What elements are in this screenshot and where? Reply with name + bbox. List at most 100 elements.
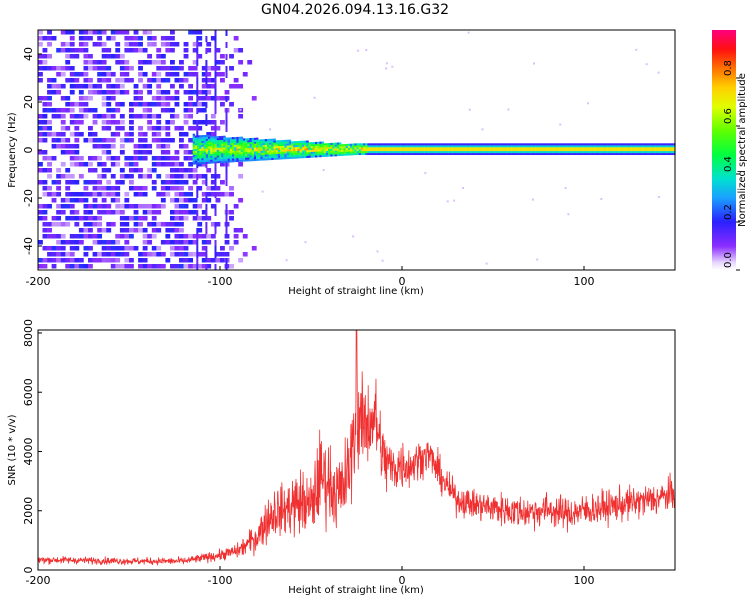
heatmap-cell	[245, 147, 248, 151]
heatmap-cell	[598, 151, 602, 154]
heatmap-cell	[236, 136, 239, 140]
heatmap-cell	[199, 156, 202, 159]
heatmap-cell	[188, 162, 194, 167]
heatmap-cell	[210, 234, 216, 239]
heatmap-cell	[74, 114, 80, 119]
heatmap-cell	[229, 66, 234, 71]
heatmap-cell	[315, 147, 318, 150]
heatmap-cell	[188, 66, 194, 71]
heatmap-cell	[78, 132, 84, 137]
heatmap-cell	[472, 151, 475, 154]
heatmap-cell	[422, 147, 425, 150]
heatmap-cell	[236, 158, 239, 161]
heatmap-cell	[225, 72, 228, 78]
heatmap-cell	[138, 90, 143, 95]
heatmap-cell	[601, 145, 604, 148]
heatmap-cell	[38, 96, 43, 101]
heatmap-cell	[133, 42, 139, 47]
heatmap-cell	[119, 234, 125, 239]
heatmap-cell	[310, 149, 313, 152]
heatmap-cell	[214, 222, 217, 228]
heatmap-cell	[291, 156, 294, 159]
heatmap-cell	[579, 149, 582, 152]
heatmap-cell	[201, 246, 207, 251]
heatmap-cell	[192, 264, 198, 269]
heatmap-cell	[83, 84, 89, 89]
heatmap-cell	[502, 145, 506, 148]
heatmap-cell	[404, 143, 407, 146]
heatmap-cell	[443, 145, 447, 148]
heatmap-cell	[310, 142, 313, 145]
heatmap-cell	[165, 72, 171, 77]
heatmap-cell	[110, 120, 116, 125]
heatmap-cell	[42, 246, 48, 251]
heatmap-cell	[115, 78, 121, 83]
heatmap-cell	[221, 137, 224, 140]
heatmap-cell	[365, 145, 368, 148]
heatmap-cell	[212, 153, 215, 156]
heatmap-cell	[463, 152, 466, 156]
heatmap-cell	[229, 158, 233, 161]
heatmap-cell	[583, 149, 586, 152]
heatmap-cell	[647, 152, 650, 156]
heatmap-cell	[262, 158, 265, 161]
heatmap-cell	[240, 159, 244, 162]
heatmap-cell	[614, 152, 617, 156]
heatmap-cell	[660, 152, 663, 156]
heatmap-cell	[317, 143, 320, 146]
heatmap-cell	[586, 102, 589, 105]
heatmap-cell	[657, 151, 661, 154]
heatmap-cell	[389, 147, 392, 150]
heatmap-cell	[60, 246, 66, 251]
heatmap-cell	[557, 145, 560, 148]
heatmap-cell	[673, 152, 676, 156]
heatmap-cell	[334, 146, 338, 149]
heatmap-cell	[258, 141, 261, 144]
heatmap-cell	[487, 147, 490, 150]
heatmap-cell	[170, 156, 175, 161]
heatmap-cell	[188, 210, 194, 215]
heatmap-cell	[214, 72, 217, 78]
heatmap-cell	[321, 143, 324, 146]
heatmap-cell	[106, 90, 112, 95]
heatmap-cell	[323, 151, 327, 154]
heatmap-cell	[481, 147, 484, 150]
heatmap-cell	[505, 143, 508, 146]
heatmap-cell	[657, 149, 661, 152]
heatmap-cell	[343, 153, 346, 156]
heatmap-cell	[645, 63, 648, 66]
heatmap-cell	[165, 150, 171, 155]
heatmap-cell	[60, 132, 66, 137]
heatmap-cell	[446, 151, 449, 154]
heatmap-cell	[147, 114, 153, 119]
heatmap-cell	[465, 149, 469, 152]
heatmap-cell	[400, 147, 403, 150]
heatmap-cell	[238, 156, 241, 159]
heatmap-cell	[101, 150, 107, 155]
heatmap-cell	[196, 192, 199, 198]
heatmap-cell	[653, 149, 656, 152]
heatmap-cell	[609, 143, 613, 146]
heatmap-cell	[548, 152, 552, 156]
heatmap-cell	[467, 145, 471, 148]
heatmap-cell	[69, 210, 75, 215]
heatmap-cell	[660, 147, 663, 150]
heatmap-cell	[457, 149, 460, 152]
heatmap-cell	[88, 210, 93, 215]
heatmap-cell	[653, 151, 656, 154]
heatmap-cell	[319, 145, 322, 148]
heatmap-cell	[106, 84, 112, 89]
heatmap-cell	[238, 144, 241, 147]
heatmap-cell	[160, 198, 166, 203]
heatmap-cell	[201, 252, 207, 257]
heatmap-cell	[568, 147, 571, 150]
heatmap-cell	[124, 240, 130, 245]
heatmap-cell	[640, 149, 643, 152]
heatmap-cell	[165, 234, 171, 239]
heatmap-cell	[505, 147, 508, 150]
heatmap-cell	[312, 147, 316, 150]
heatmap-cell	[607, 152, 611, 156]
heatmap-cell	[596, 147, 600, 150]
heatmap-cell	[165, 156, 171, 161]
heatmap-cell	[633, 151, 637, 154]
